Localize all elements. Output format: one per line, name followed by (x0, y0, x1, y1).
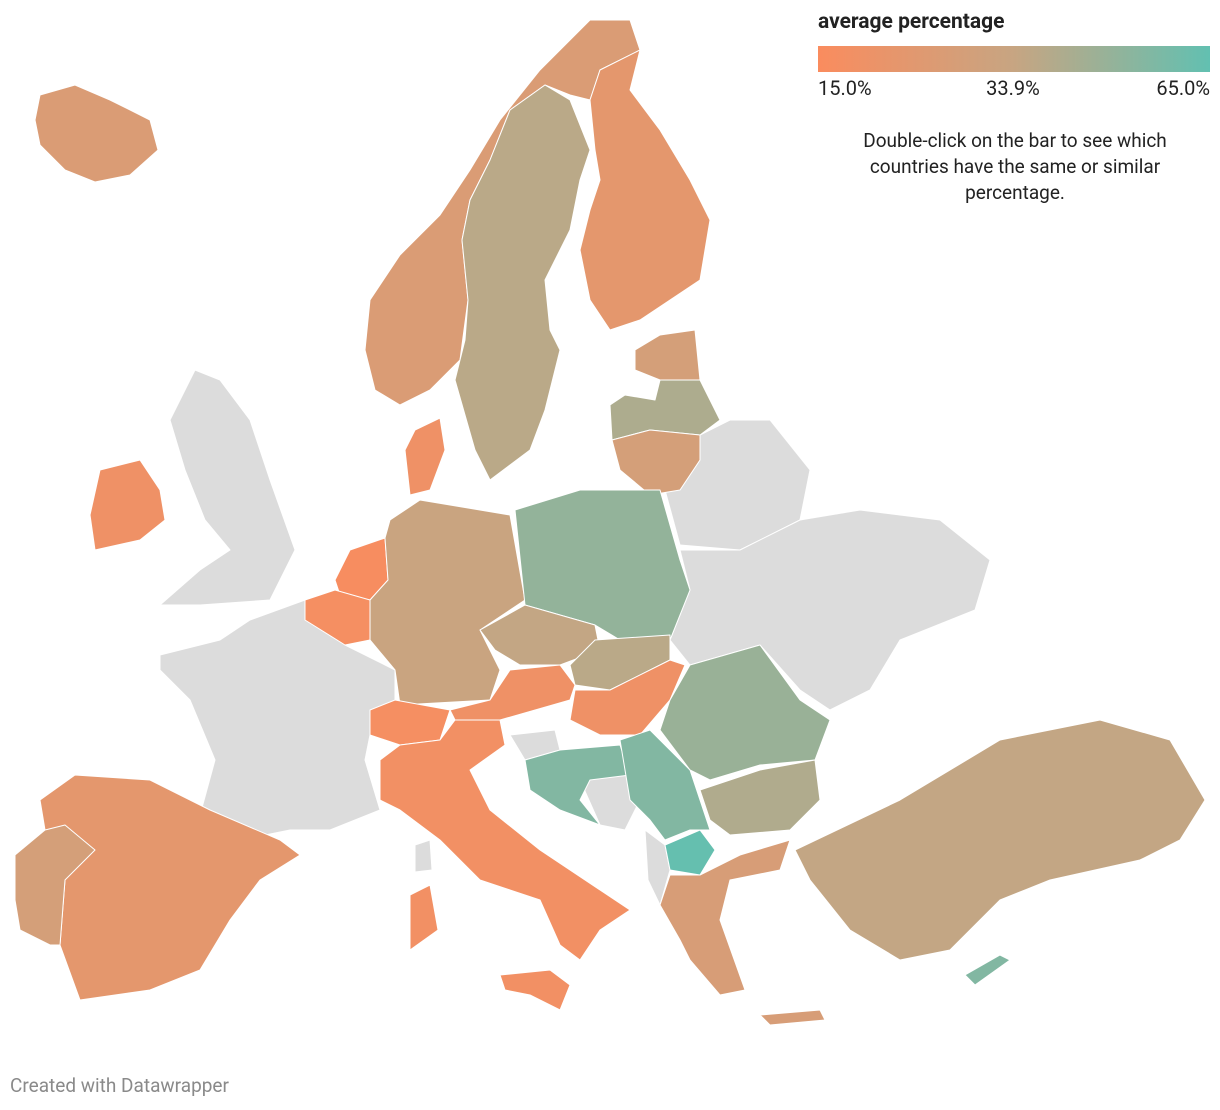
legend-title: average percentage (818, 10, 1005, 34)
country (454, 84, 591, 481)
country (524, 744, 631, 826)
country-no-data (644, 829, 671, 906)
country (499, 969, 571, 1011)
legend-label: 33.9% (986, 76, 1040, 100)
country (369, 699, 451, 746)
country (34, 84, 159, 183)
country (579, 49, 711, 331)
country (369, 499, 526, 706)
country-no-data (159, 369, 296, 606)
country (659, 839, 791, 996)
country (634, 329, 701, 381)
country-no-data (414, 839, 433, 873)
country (964, 954, 1011, 986)
country-no-data (669, 509, 991, 711)
legend-label: 65.0% (1156, 76, 1210, 100)
country (89, 459, 166, 551)
footer: Created with Datawrapper (10, 1074, 229, 1097)
country (409, 884, 439, 951)
country (794, 719, 1206, 961)
note: Double-click on the bar to see which cou… (863, 129, 1167, 204)
country (14, 824, 96, 946)
country (699, 759, 821, 836)
country-no-data (159, 599, 396, 841)
legend-label: 15.0% (818, 76, 872, 100)
legend-bar[interactable] (818, 46, 1210, 72)
country (611, 429, 701, 496)
country (364, 19, 641, 406)
country (404, 417, 446, 496)
country (759, 1009, 826, 1026)
country (379, 719, 631, 961)
country (664, 829, 716, 876)
